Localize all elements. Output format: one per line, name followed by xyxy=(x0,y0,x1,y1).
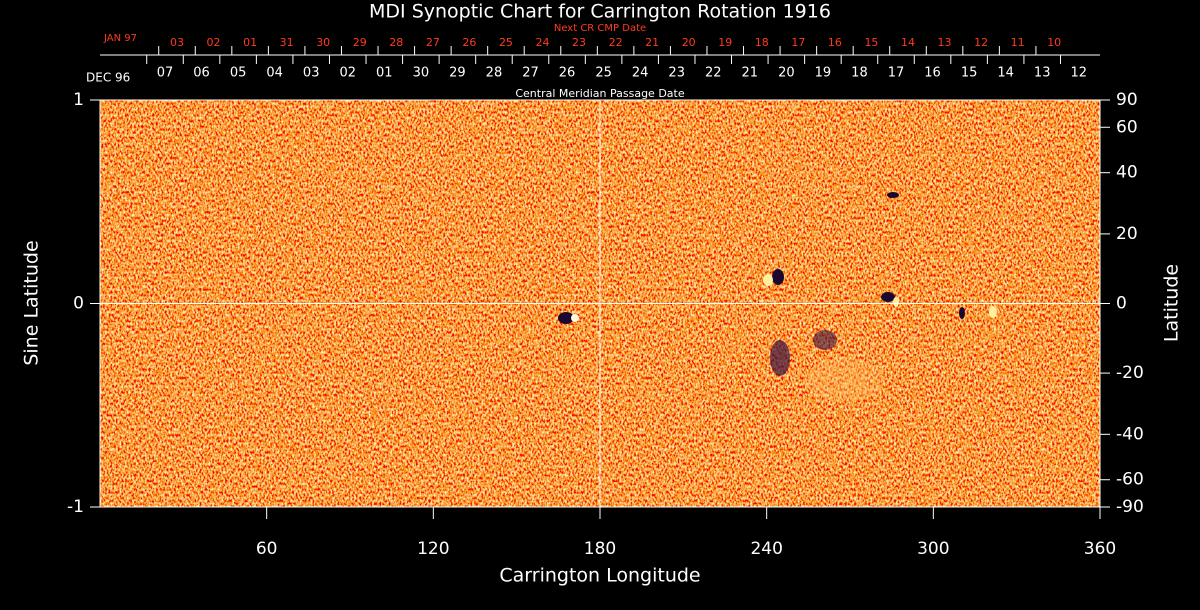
y2-tick-label: 60 xyxy=(1116,117,1138,137)
top2-date-label: 12 xyxy=(974,36,988,49)
x-tick-label: 240 xyxy=(750,539,782,559)
y-tick-label: 1 xyxy=(73,90,84,110)
y2-tick-label: 20 xyxy=(1116,224,1138,244)
top-date-label: 24 xyxy=(632,66,649,81)
top-axis2-title: Next CR CMP Date xyxy=(554,23,646,34)
top2-date-label: 23 xyxy=(572,36,586,49)
x-axis-title: Carrington Longitude xyxy=(499,565,700,587)
top2-date-label: 27 xyxy=(426,36,440,49)
top2-date-label: 24 xyxy=(536,36,550,49)
top-date-label: 03 xyxy=(303,66,320,81)
x-tick-label: 60 xyxy=(256,539,278,559)
top2-date-label: 15 xyxy=(864,36,878,49)
top-date-label: 22 xyxy=(705,66,722,81)
top-date-label: 29 xyxy=(449,66,466,81)
top-date-label: 04 xyxy=(266,66,283,81)
top2-date-label: 17 xyxy=(791,36,805,49)
top2-date-label: 14 xyxy=(901,36,915,49)
top-date-label: 23 xyxy=(668,66,685,81)
top2-date-label: 10 xyxy=(1047,36,1061,49)
chart-title: MDI Synoptic Chart for Carrington Rotati… xyxy=(369,1,831,23)
top-axis2-month: JAN 97 xyxy=(103,33,137,44)
top-date-label: 01 xyxy=(376,66,393,81)
top2-date-label: 13 xyxy=(938,36,952,49)
top-date-label: 25 xyxy=(595,66,612,81)
top2-date-label: 20 xyxy=(682,36,696,49)
y2-tick-label: -20 xyxy=(1116,363,1144,383)
y2-tick-label: 0 xyxy=(1116,294,1127,314)
y2-tick-label: 90 xyxy=(1116,90,1138,110)
y-axis-title: Sine Latitude xyxy=(21,240,43,365)
top-axis-title: Central Meridian Passage Date xyxy=(515,87,684,100)
top2-date-label: 25 xyxy=(499,36,513,49)
y-tick-label: -1 xyxy=(67,497,84,517)
top-date-label: 12 xyxy=(1070,66,1087,81)
top2-date-label: 28 xyxy=(389,36,403,49)
y2-tick-label: -90 xyxy=(1116,497,1144,517)
top2-date-label: 22 xyxy=(609,36,623,49)
x-tick-label: 360 xyxy=(1084,539,1116,559)
top2-date-label: 31 xyxy=(280,36,294,49)
top2-date-label: 30 xyxy=(316,36,330,49)
top-date-label: 18 xyxy=(851,66,868,81)
top2-date-label: 19 xyxy=(718,36,732,49)
x-tick-label: 120 xyxy=(417,539,449,559)
top-date-label: 20 xyxy=(778,66,795,81)
top2-date-label: 01 xyxy=(243,36,257,49)
top2-date-label: 26 xyxy=(462,36,476,49)
top-date-label: 21 xyxy=(742,66,759,81)
y2-axis-title: Latitude xyxy=(1161,264,1183,342)
top-date-label: 05 xyxy=(230,66,247,81)
top-date-label: 17 xyxy=(888,66,905,81)
top-date-label: 27 xyxy=(522,66,539,81)
top2-date-label: 03 xyxy=(170,36,184,49)
y2-tick-label: 40 xyxy=(1116,163,1138,183)
top2-date-label: 29 xyxy=(353,36,367,49)
top-date-label: 26 xyxy=(559,66,576,81)
top2-date-label: 11 xyxy=(1011,36,1025,49)
x-tick-label: 300 xyxy=(917,539,949,559)
top-date-label: 28 xyxy=(486,66,503,81)
top-date-label: 19 xyxy=(815,66,832,81)
top-date-label: 15 xyxy=(961,66,978,81)
top2-date-label: 21 xyxy=(645,36,659,49)
top-date-label: 13 xyxy=(1034,66,1051,81)
top-axis-month: DEC 96 xyxy=(86,71,130,85)
active-regions xyxy=(558,192,997,402)
x-tick-label: 180 xyxy=(584,539,616,559)
top-date-label: 06 xyxy=(193,66,210,81)
top2-date-label: 16 xyxy=(828,36,842,49)
y2-tick-label: -40 xyxy=(1116,424,1144,444)
top2-date-label: 18 xyxy=(755,36,769,49)
top2-date-label: 02 xyxy=(207,36,221,49)
y-tick-label: 0 xyxy=(73,294,84,314)
top-date-label: 16 xyxy=(924,66,941,81)
top-date-label: 02 xyxy=(339,66,356,81)
top-date-label: 07 xyxy=(157,66,174,81)
top-date-label: 30 xyxy=(413,66,430,81)
top-date-label: 14 xyxy=(997,66,1014,81)
y2-tick-label: -60 xyxy=(1116,470,1144,490)
